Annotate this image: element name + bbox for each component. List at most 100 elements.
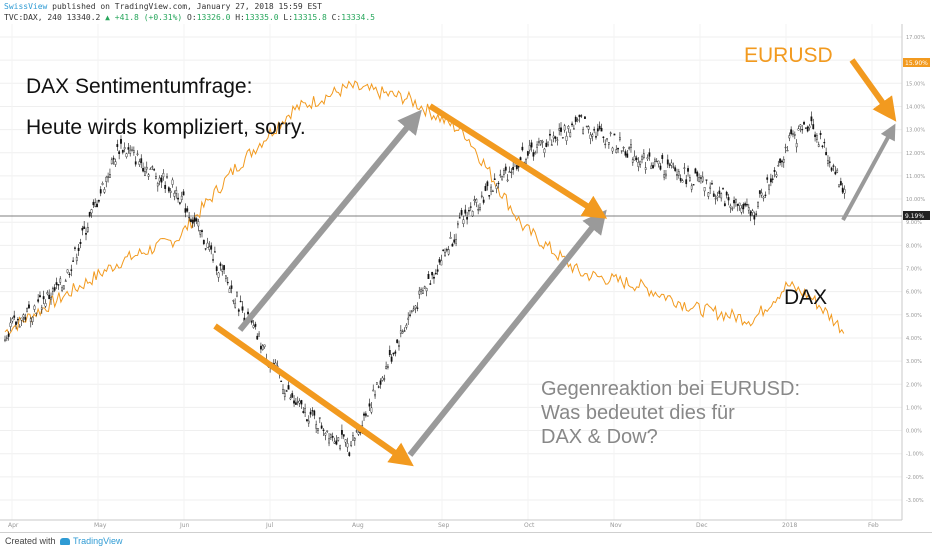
dax-candle-body	[561, 137, 564, 139]
eurusd-label: EURUSD	[744, 44, 833, 67]
dax-candle-body	[538, 141, 540, 143]
dax-candle-body	[18, 326, 21, 328]
dax-candle-body	[799, 124, 802, 127]
dax-candle-body	[630, 144, 632, 148]
dax-candle-body	[580, 115, 583, 117]
dax-candle-body	[571, 123, 573, 126]
dax-candle-body	[40, 307, 43, 310]
time-axis-ticks: Apr May Jun Jul Aug Sep Oct Nov Dec 2018 Feb	[8, 522, 879, 529]
dax-candle-body	[33, 305, 36, 310]
dax-candle-body	[433, 276, 435, 279]
eurusd-price-tag	[903, 58, 930, 67]
dax-candle-body	[15, 321, 17, 325]
dax-candle-body	[839, 181, 842, 186]
high-label: H:	[235, 13, 245, 22]
y-tick-label: 4.00%	[906, 336, 922, 342]
dax-candle-body	[650, 165, 653, 170]
dax-candle-body	[125, 153, 128, 158]
y-tick-label: 14.00%	[906, 104, 925, 110]
dax-candle-body	[342, 434, 345, 437]
dax-candle-body	[337, 437, 340, 441]
dax-candle-body	[453, 239, 456, 243]
dax-candle-body	[326, 430, 329, 433]
dax-candle-body	[86, 227, 89, 232]
dax-candle-body	[182, 191, 185, 196]
dax-candle-body	[328, 438, 330, 444]
author-link[interactable]: SwissView	[4, 2, 48, 11]
tradingview-logo[interactable]: TradingView	[60, 536, 123, 546]
dax-candle-body	[836, 169, 839, 173]
footer-created-with: Created with	[5, 536, 56, 546]
y-tick-label: 8.00%	[906, 243, 922, 249]
dax-candle-body	[631, 159, 634, 163]
dax-candle-body	[480, 195, 483, 198]
eurusd-price-tag-text: 15.90%	[905, 60, 928, 67]
dax-candle-body	[504, 166, 507, 171]
dax-candle-body	[550, 144, 553, 146]
dax-candle-body	[812, 124, 815, 130]
dax-candle-body	[803, 122, 805, 125]
y-tick-label: -3.00%	[906, 498, 924, 504]
dax-candle-body	[252, 325, 255, 328]
dax-candle-body	[556, 139, 559, 141]
open-label: O:	[187, 13, 197, 22]
dax-candle-body	[381, 377, 384, 381]
dax-candle-body	[471, 211, 474, 217]
dax-candle-body	[773, 169, 776, 172]
dax-candle-body	[70, 269, 73, 271]
dax-candle-body	[228, 288, 231, 293]
dax-candle-body	[29, 318, 32, 322]
dax-candle-body	[596, 128, 599, 132]
dax-candle-body	[285, 390, 288, 392]
dax-candle-body	[720, 193, 723, 199]
dax-candle-body	[788, 135, 791, 139]
dax-candle-body	[549, 133, 551, 136]
question-line3: DAX & Dow?	[541, 426, 658, 448]
dax-candle-body	[804, 127, 807, 129]
dax-candle-body	[578, 114, 581, 118]
dax-candle-body	[499, 174, 502, 176]
dax-candle-body	[757, 202, 759, 207]
dax-candle-body	[155, 176, 157, 179]
dax-candle-body	[515, 165, 518, 170]
dax-candle-body	[372, 389, 375, 392]
dax-candle-body	[247, 311, 249, 315]
footer-bar: Created with TradingView	[0, 532, 932, 551]
dax-candle-body	[57, 284, 60, 286]
dax-candle-body	[92, 201, 95, 206]
dax-candle-body	[685, 179, 688, 185]
dax-candle-body	[213, 251, 216, 253]
dax-candle-body	[350, 441, 353, 447]
orange-arrow-2	[213, 323, 414, 467]
dax-candle-body	[676, 174, 678, 176]
dax-candle-body	[731, 208, 734, 210]
dax-candle-body	[552, 135, 555, 139]
dax-candle-body	[412, 308, 415, 311]
dax-candle-body	[64, 280, 67, 282]
dax-candle-body	[219, 263, 222, 266]
dax-candle-body	[466, 217, 469, 220]
chart-plot[interactable]: 17.00%16.00%15.00%14.00%13.00%12.00%11.0…	[0, 24, 932, 532]
dax-candle-body	[508, 171, 511, 173]
y-tick-label: 5.00%	[906, 313, 922, 319]
close-value: 13334.5	[341, 13, 375, 22]
price-axis-ticks: 17.00%16.00%15.00%14.00%13.00%12.00%11.0…	[906, 35, 925, 504]
dax-candle-body	[37, 299, 40, 302]
dax-candle-body	[659, 165, 662, 170]
dax-candle-body	[619, 137, 621, 140]
dax-candle-body	[688, 177, 691, 181]
dax-candle-body	[376, 382, 378, 385]
dax-candle-body	[261, 345, 264, 350]
dax-candle-body	[180, 195, 183, 200]
y-tick-label: 0.00%	[906, 429, 922, 435]
dax-candle-body	[16, 318, 19, 321]
dax-candle-body	[410, 310, 413, 312]
dax-candle-body	[387, 366, 389, 368]
x-tick-label: Oct	[524, 522, 535, 529]
dax-candle-body	[733, 200, 735, 204]
dax-candle-body	[75, 257, 78, 262]
dax-candle-body	[519, 157, 522, 161]
orange-arrow-3	[849, 58, 897, 122]
dax-candle-body	[620, 150, 623, 152]
dax-candle-body	[703, 187, 706, 192]
